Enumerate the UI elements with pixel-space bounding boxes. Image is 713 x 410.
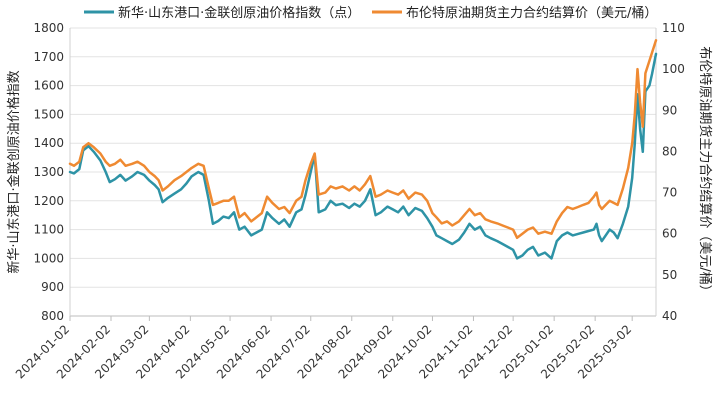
y-right-tick-label: 100 <box>662 62 685 76</box>
y-left-tick-label: 1700 <box>33 50 64 64</box>
y-right-tick-label: 90 <box>662 103 677 117</box>
y-right-tick-label: 110 <box>662 21 685 35</box>
legend-label-index: 新华·山东港口·金联创原油价格指数（点） <box>118 5 360 21</box>
y-left-tick-label: 1800 <box>33 21 64 35</box>
y-right-tick-label: 70 <box>662 186 677 200</box>
y-right-tick-label: 60 <box>662 227 677 241</box>
series-line-index <box>68 52 658 260</box>
legend-item-brent[interactable]: 布伦特原油期货主力合约结算价（美元/桶） <box>372 5 657 21</box>
y-left-tick-label: 900 <box>41 280 64 294</box>
y-axis-right-title: 布伦特原油期货主力合约结算价（美元/桶） <box>697 46 713 297</box>
y-right-tick-label: 80 <box>662 144 677 158</box>
legend: 新华·山东港口·金联创原油价格指数（点） 布伦特原油期货主力合约结算价（美元/桶… <box>84 5 657 21</box>
legend-label-brent: 布伦特原油期货主力合约结算价（美元/桶） <box>406 5 657 21</box>
y-right-tick-label: 40 <box>662 309 677 323</box>
y-left-tick-label: 1000 <box>33 251 64 265</box>
series-line-brent <box>68 39 658 240</box>
y-right-tick-label: 50 <box>662 268 677 282</box>
y-left-tick-label: 1400 <box>33 136 64 150</box>
legend-item-index[interactable]: 新华·山东港口·金联创原油价格指数（点） <box>84 5 360 21</box>
y-left-tick-label: 1100 <box>33 223 64 237</box>
y-left-tick-label: 1600 <box>33 79 64 93</box>
y-left-tick-label: 800 <box>41 309 64 323</box>
y-left-tick-label: 1200 <box>33 194 64 208</box>
y-left-tick-label: 1300 <box>33 165 64 179</box>
series-lines <box>68 39 658 260</box>
grid-lines <box>70 27 656 317</box>
y-axis-left-title: 新华·山东港口·金联创原油价格指数 <box>6 70 22 273</box>
y-left-tick-label: 1500 <box>33 107 64 121</box>
